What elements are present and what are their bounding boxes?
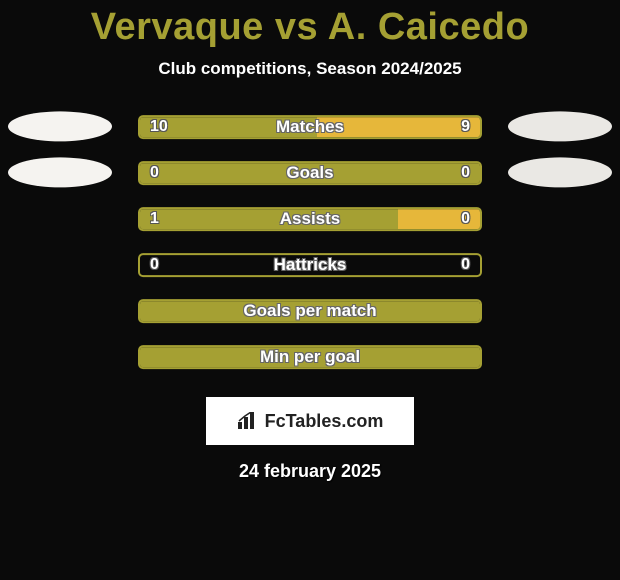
player-right-marker (508, 157, 612, 187)
stat-label: Hattricks (274, 255, 347, 275)
comparison-title: Vervaque vs A. Caicedo (0, 0, 620, 49)
stat-value-left: 1 (150, 210, 159, 228)
stat-bar-track: 10 9 Matches (138, 115, 482, 139)
stat-row: 10 9 Matches (0, 107, 620, 153)
stat-row: Goals per match (0, 291, 620, 337)
stat-label: Min per goal (260, 347, 360, 367)
vs-text: vs (275, 6, 318, 48)
stat-value-right: 0 (461, 210, 470, 228)
player-left-marker (8, 111, 112, 141)
stat-bar-fill-left (140, 209, 398, 229)
player-right-name: A. Caicedo (328, 6, 529, 48)
player-right-marker (508, 111, 612, 141)
stat-row: 0 0 Hattricks (0, 245, 620, 291)
bars-icon (237, 412, 259, 430)
brand-box[interactable]: FcTables.com (206, 397, 414, 445)
stat-row: 0 0 Goals (0, 153, 620, 199)
date-text: 24 february 2025 (0, 461, 620, 482)
stat-label: Goals per match (243, 301, 376, 321)
stat-value-right: 0 (461, 164, 470, 182)
brand-text: FcTables.com (265, 411, 384, 432)
player-left-name: Vervaque (91, 6, 264, 48)
stat-value-left: 10 (150, 118, 168, 136)
stat-bar-track: Min per goal (138, 345, 482, 369)
stat-bar-track: 1 0 Assists (138, 207, 482, 231)
stat-label: Assists (280, 209, 340, 229)
stat-bar-track: 0 0 Hattricks (138, 253, 482, 277)
stat-bar-track: Goals per match (138, 299, 482, 323)
stat-value-right: 0 (461, 256, 470, 274)
stat-value-left: 0 (150, 256, 159, 274)
stat-bar-track: 0 0 Goals (138, 161, 482, 185)
player-left-marker (8, 157, 112, 187)
stat-label: Matches (276, 117, 344, 137)
stat-label: Goals (286, 163, 333, 183)
stat-row: 1 0 Assists (0, 199, 620, 245)
stat-value-left: 0 (150, 164, 159, 182)
subtitle: Club competitions, Season 2024/2025 (0, 59, 620, 79)
stat-value-right: 9 (461, 118, 470, 136)
stat-row: Min per goal (0, 337, 620, 383)
stat-rows-container: 109Matches00Goals10Assists00HattricksGoa… (0, 107, 620, 383)
